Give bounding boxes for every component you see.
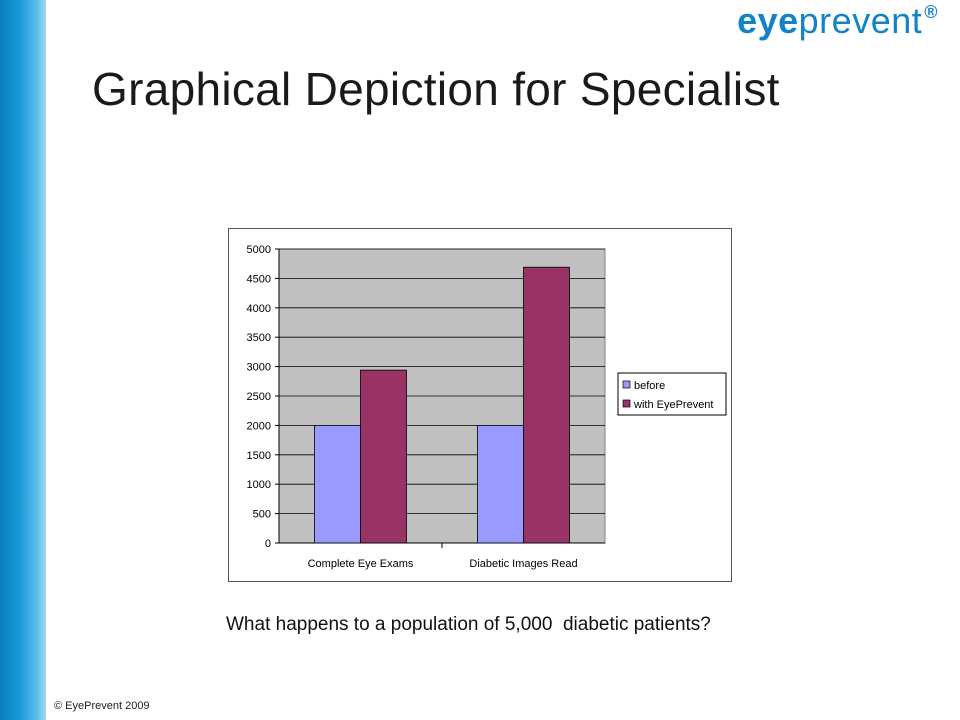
y-tick-label: 1000 <box>247 479 271 491</box>
bar-with-eyeprevent <box>523 266 570 544</box>
bar-chart: 0 500 1000 1500 2000 2500 3000 3500 4000 4500 5000… <box>247 244 727 570</box>
x-category-label: Diabetic Images Read <box>469 558 577 570</box>
y-tick-label: 2500 <box>247 391 271 403</box>
bar-before <box>477 424 524 544</box>
slide-caption: What happens to a population of 5,000 di… <box>226 614 711 635</box>
chart-frame: 0 500 1000 1500 2000 2500 3000 3500 4000 4500 5000… <box>228 228 732 582</box>
y-tick-label: 2000 <box>247 420 271 432</box>
side-accent-bar <box>0 0 46 720</box>
legend-box <box>617 372 727 416</box>
logo-prevent-text: prevent <box>798 0 923 41</box>
logo-eye-text: eye <box>737 0 799 41</box>
legend-label: with EyePrevent <box>633 399 713 411</box>
bar-with-eyeprevent <box>360 369 407 544</box>
copyright-note: © EyePrevent 2009 <box>54 700 150 712</box>
legend-label: before <box>634 380 665 392</box>
y-tick-label: 3000 <box>247 362 271 374</box>
y-tick-label: 0 <box>265 538 271 550</box>
x-category-label: Complete Eye Exams <box>308 558 414 570</box>
legend-swatch <box>622 380 631 389</box>
logo-registered-mark: ® <box>924 2 938 22</box>
y-tick-label: 4000 <box>247 303 271 315</box>
y-tick-label: 3500 <box>247 332 271 344</box>
y-tick-label: 5000 <box>247 244 271 256</box>
y-tick-label: 4500 <box>247 273 271 285</box>
slide-title: Graphical Depiction for Specialist <box>92 63 780 115</box>
bar-before <box>314 424 361 544</box>
y-tick-label: 1500 <box>247 450 271 462</box>
legend-swatch <box>622 399 631 408</box>
y-tick-label: 500 <box>253 509 271 521</box>
eyeprevent-logo: eye prevent ® <box>737 0 938 48</box>
